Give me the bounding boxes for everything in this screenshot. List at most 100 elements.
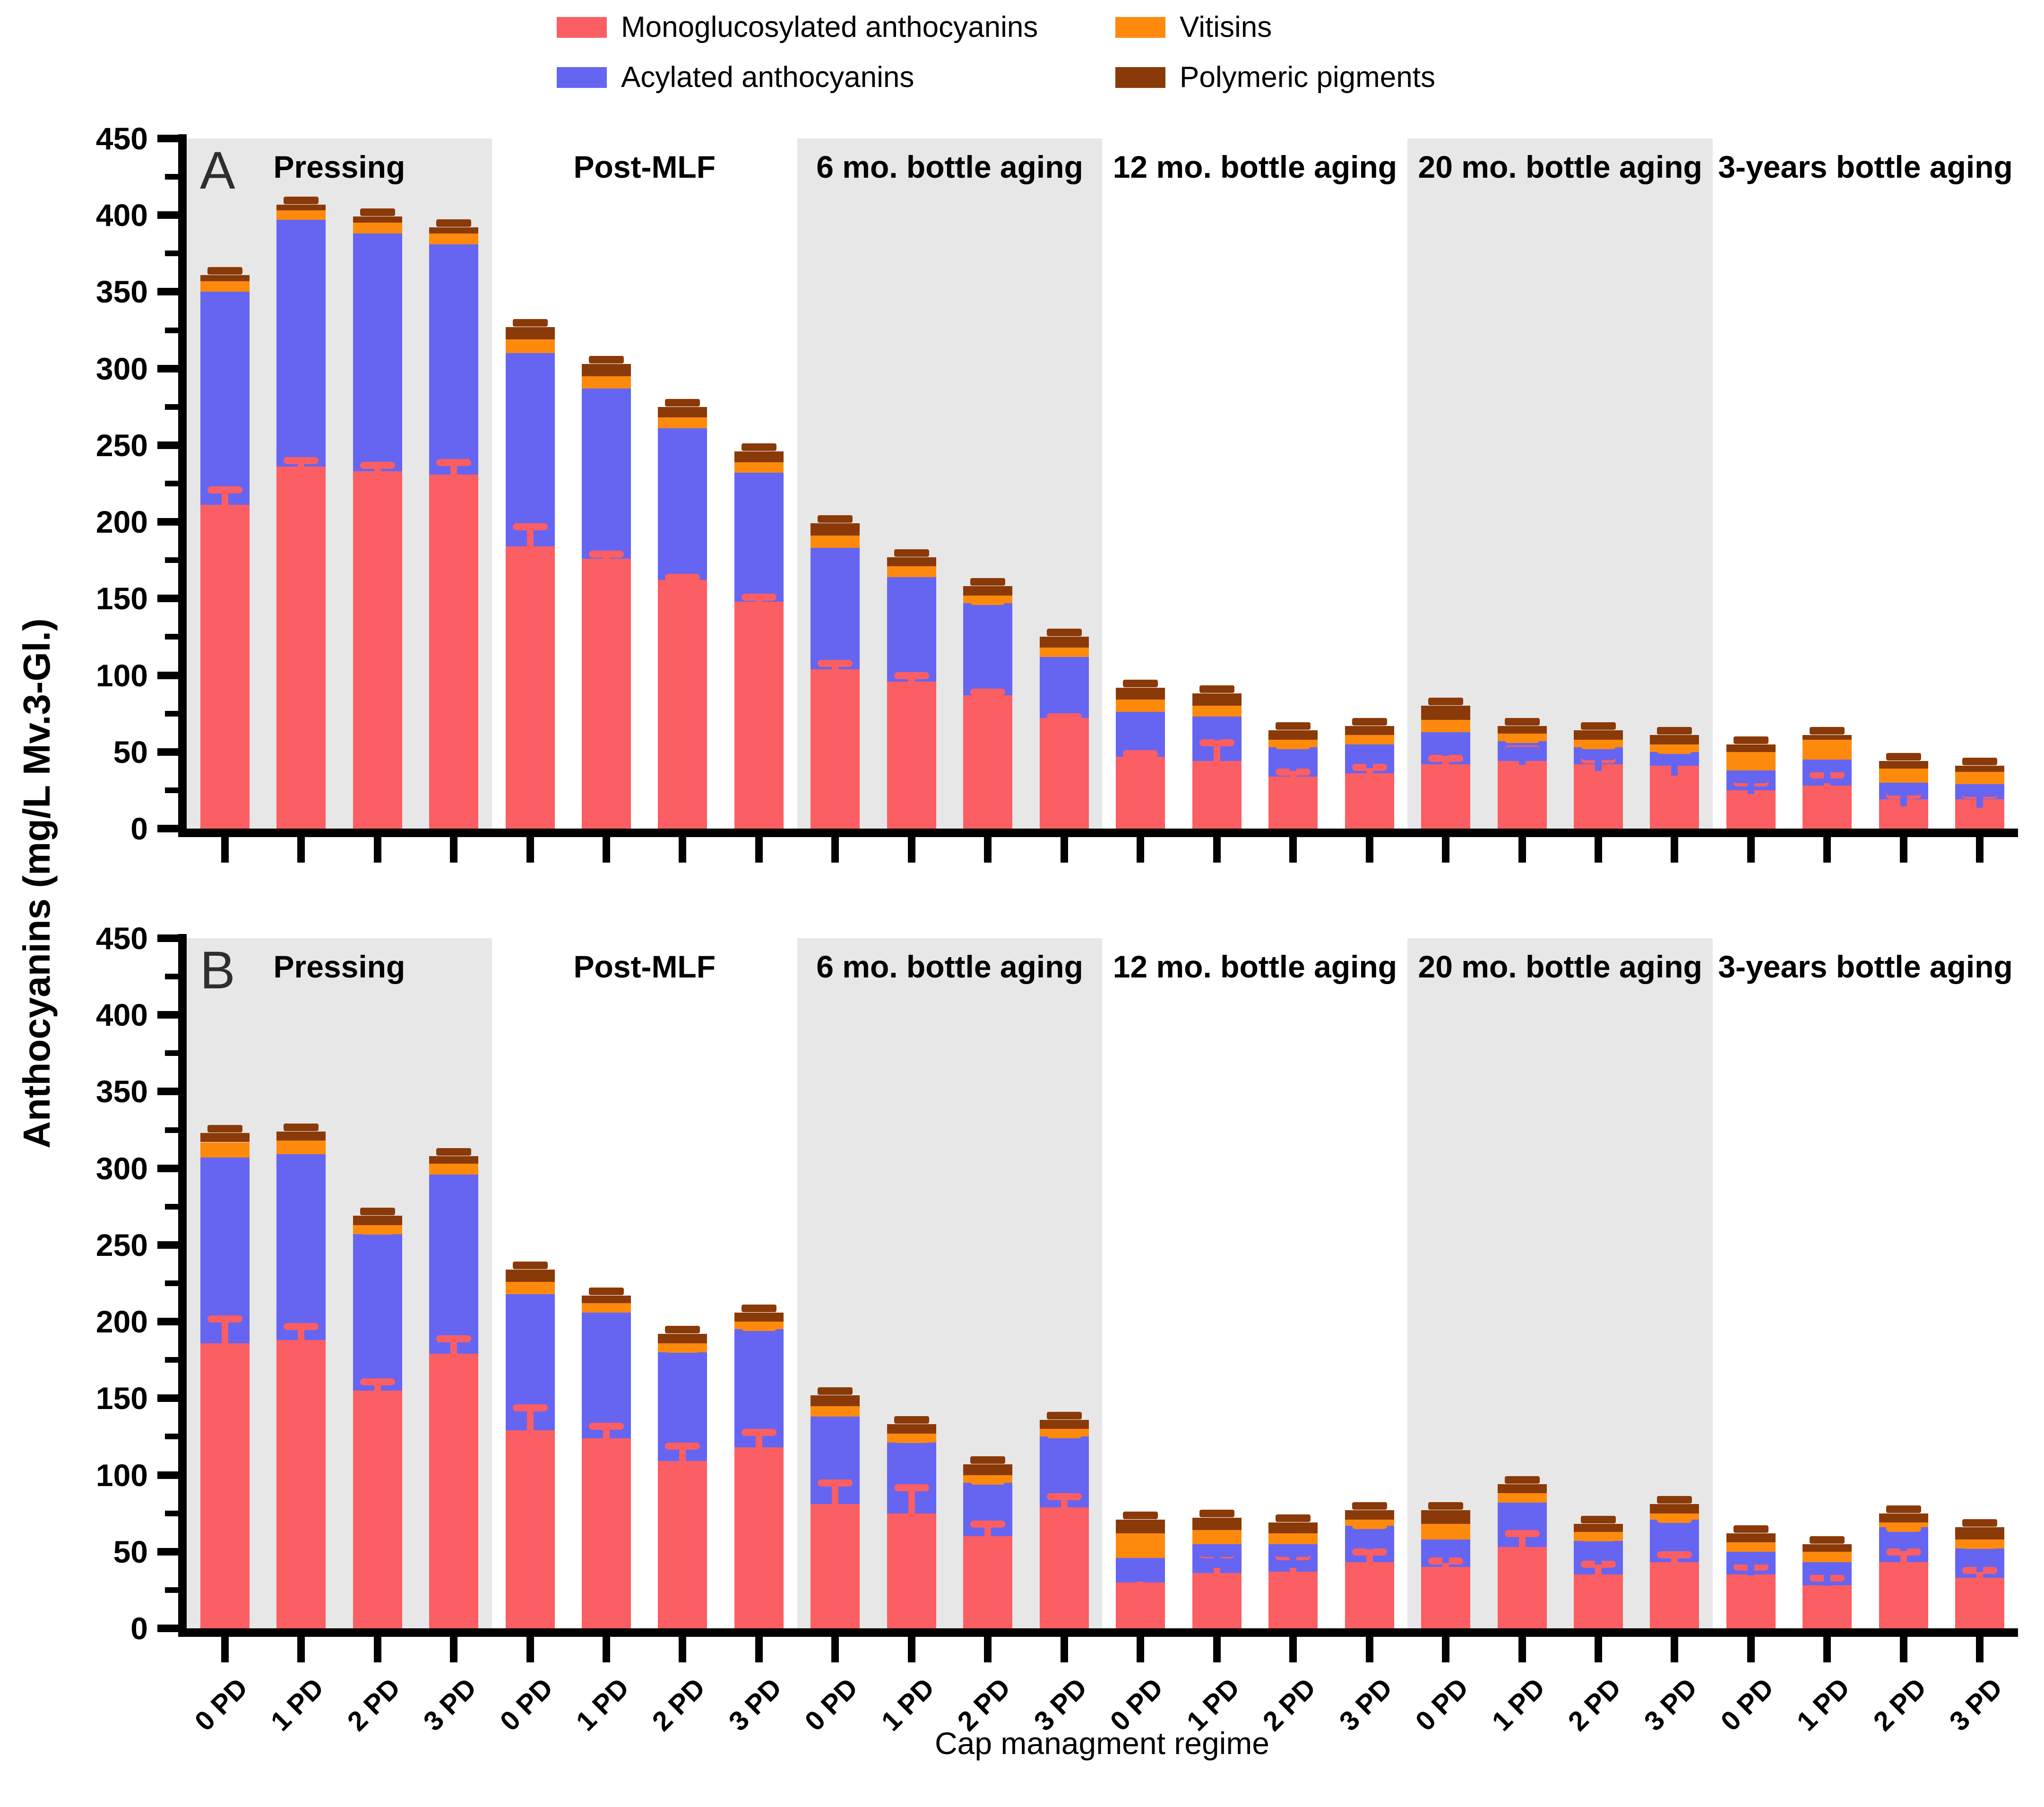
- bar-segment-mono: [963, 1536, 1013, 1628]
- error-bar-cap: [1428, 722, 1464, 729]
- x-tick-label: 2 PD: [341, 1672, 406, 1737]
- bar-segment-acyl: [658, 428, 707, 580]
- error-bar-cap: [1504, 1508, 1540, 1515]
- error-bar-cap: [1580, 1547, 1616, 1554]
- bar-segment-mono: [1803, 1585, 1852, 1628]
- error-bar-stem: [908, 1454, 915, 1467]
- bar-segment-polymeric: [1573, 730, 1623, 740]
- error-bar-cap: [1123, 1563, 1158, 1571]
- x-tick: [221, 837, 229, 863]
- legend-label: Monoglucosylated anthocyanins: [621, 11, 1038, 43]
- x-axis-line: [178, 829, 2018, 837]
- error-bar-cap: [1580, 1534, 1616, 1541]
- error-bar-stem: [1061, 1448, 1068, 1461]
- error-bar-stem: [832, 1428, 839, 1441]
- error-bar-cap: [818, 553, 853, 561]
- y-tick-label: 150: [95, 1381, 148, 1416]
- error-bar-cap: [1657, 747, 1692, 754]
- x-axis-line: [178, 1628, 2018, 1637]
- error-bar-stem: [1137, 1569, 1144, 1582]
- x-tick: [1976, 1637, 1984, 1662]
- error-bar-cap: [1580, 753, 1616, 761]
- error-bar-cap: [894, 1448, 929, 1456]
- bar-segment-mono: [1345, 773, 1394, 829]
- y-tick: [157, 934, 178, 942]
- error-bar-cap: [284, 1160, 319, 1167]
- error-bar-cap: [1733, 1545, 1768, 1552]
- bar-segment-polymeric: [1726, 744, 1776, 752]
- x-tick-label: 0 PD: [494, 1672, 559, 1737]
- bar-segment-polymeric: [1803, 1544, 1852, 1552]
- bar-segment-polymeric: [1268, 1522, 1318, 1533]
- bar-segment-mono: [1116, 756, 1165, 829]
- error-bar-stem: [1824, 1574, 1831, 1586]
- error-bar-cap: [1810, 1568, 1845, 1575]
- group-header: Post-MLF: [573, 149, 716, 184]
- error-bar-cap: [894, 672, 929, 679]
- error-bar-cap: [512, 1299, 548, 1307]
- x-tick-label: 0 PD: [1715, 1672, 1780, 1737]
- x-tick: [1442, 1637, 1450, 1662]
- error-bar-stem: [908, 588, 915, 601]
- x-tick: [1747, 837, 1755, 863]
- error-bar-cap: [1276, 1514, 1311, 1522]
- error-bar-stem: [1442, 743, 1449, 756]
- x-tick-label: 3 PD: [1638, 1672, 1704, 1737]
- y-tick: [157, 288, 178, 296]
- error-bar-cap: [1199, 1510, 1234, 1518]
- x-tick: [1365, 837, 1373, 863]
- error-bar-cap: [512, 319, 548, 327]
- y-tick-minor: [165, 974, 178, 980]
- legend-label: Acylated anthocyanins: [621, 61, 914, 94]
- x-tick: [1442, 837, 1450, 863]
- error-bar-cap: [741, 465, 776, 472]
- y-tick-label: 200: [95, 504, 148, 540]
- error-bar-cap: [741, 594, 776, 601]
- bar-segment-mono: [1421, 1567, 1471, 1628]
- x-tick: [603, 1637, 611, 1662]
- y-tick-label: 100: [95, 1457, 148, 1493]
- y-tick: [157, 1394, 178, 1402]
- error-bar-cap: [589, 355, 624, 363]
- error-bar-cap: [1199, 722, 1234, 730]
- error-bar-cap: [207, 297, 242, 305]
- bar-segment-mono: [353, 471, 402, 829]
- x-tick-label: 0 PD: [189, 1672, 254, 1737]
- error-bar-stem: [1595, 1552, 1602, 1565]
- bar-segment-mono: [963, 695, 1013, 829]
- bar-segment-acyl: [505, 353, 555, 547]
- x-tick-label: 1 PD: [1791, 1672, 1856, 1737]
- bar-segment-mono: [505, 546, 555, 829]
- error-bar-cap: [1199, 739, 1234, 747]
- error-bar-cap: [1810, 727, 1845, 735]
- bar-segment-mono: [200, 1343, 250, 1628]
- error-bar-cap: [436, 1180, 472, 1187]
- bar-segment-vitisin: [1879, 1522, 1928, 1527]
- bar-segment-mono: [276, 1340, 326, 1628]
- bar-segment-acyl: [276, 219, 326, 467]
- x-tick: [831, 837, 839, 863]
- error-bar-cap: [1276, 722, 1311, 730]
- error-bar-cap: [207, 284, 242, 291]
- error-bar-cap: [970, 1478, 1006, 1485]
- error-bar-cap: [1123, 702, 1158, 709]
- y-tick-label: 350: [95, 1074, 148, 1109]
- error-bar-cap: [512, 342, 548, 349]
- bar-segment-polymeric: [1955, 765, 2005, 772]
- error-bar-cap: [665, 1326, 700, 1334]
- error-bar-stem: [984, 1494, 992, 1506]
- y-tick-label: 300: [95, 351, 148, 386]
- error-bar-stem: [1976, 795, 1984, 808]
- x-tick: [1671, 1637, 1679, 1662]
- y-tick-minor: [165, 251, 178, 257]
- error-bar-cap: [818, 1387, 853, 1395]
- bar-segment-polymeric: [1803, 735, 1852, 740]
- bar-segment-acyl: [582, 388, 631, 559]
- y-tick: [157, 1011, 178, 1019]
- error-bar-cap: [1199, 709, 1234, 716]
- error-bar-cap: [1657, 1496, 1692, 1504]
- bar-segment-acyl: [429, 1174, 479, 1354]
- bar-segment-polymeric: [1345, 1510, 1394, 1520]
- x-tick: [450, 837, 458, 863]
- bar-segment-polymeric: [1497, 1484, 1547, 1494]
